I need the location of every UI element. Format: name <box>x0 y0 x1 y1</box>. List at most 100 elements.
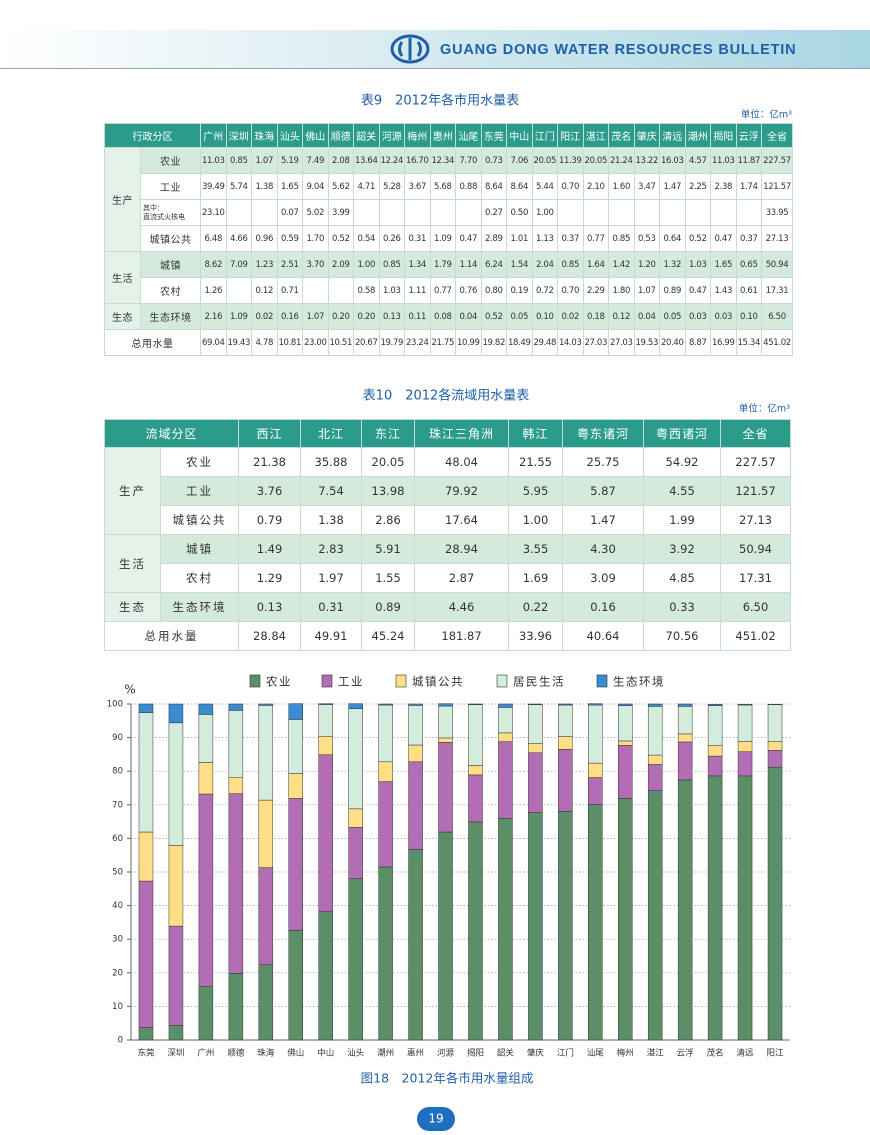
value-cell: 45.24 <box>361 621 416 651</box>
bar-segment <box>618 745 633 799</box>
header-cell: 东江 <box>361 419 416 448</box>
y-axis-label: % <box>124 683 135 697</box>
value-cell: 0.04 <box>455 303 482 330</box>
value-cell: 1.07 <box>633 277 660 304</box>
value-cell: 2.29 <box>582 277 609 304</box>
row-label-text: 农业 <box>186 455 213 469</box>
bar-segment <box>348 808 363 828</box>
x-tick-label: 潮州 <box>377 1048 394 1059</box>
value-cell: 50.94 <box>761 251 793 278</box>
bar-segment <box>528 743 543 753</box>
value: 0.18 <box>586 311 605 322</box>
bar-segment <box>498 707 513 734</box>
value-cell: 13.64 <box>353 147 380 174</box>
value-cell: 1.23 <box>251 251 278 278</box>
value: 5.62 <box>331 181 350 192</box>
value-cell: 0.54 <box>353 225 380 252</box>
bar-segment <box>378 761 393 782</box>
value-cell: 1.07 <box>251 147 278 174</box>
value: 0.58 <box>357 285 376 296</box>
value-cell: 3.70 <box>302 251 329 278</box>
value: 11.03 <box>201 155 225 166</box>
bar-segment <box>677 779 693 1041</box>
value-cell: 1.97 <box>300 563 363 593</box>
bar-segment <box>618 740 633 746</box>
value: 4.30 <box>590 542 616 556</box>
value-cell: 23.00 <box>302 329 329 356</box>
bar-segment <box>288 719 303 774</box>
bar-segment <box>707 704 723 706</box>
bar-segment <box>258 867 274 965</box>
value: 0.72 <box>535 285 554 296</box>
value-cell: 15.34 <box>735 329 762 356</box>
value-cell: 2.86 <box>361 505 416 535</box>
value: 0.20 <box>357 311 376 322</box>
value: 0.70 <box>561 285 580 296</box>
row-label: 农业 <box>140 147 201 174</box>
value: 3.99 <box>331 207 350 218</box>
bar-segment <box>138 703 154 713</box>
data-row: 生态 生态环境 2.16 1.09 0.02 0.16 1.07 0.20 0.20 0.13 0.… <box>104 303 793 330</box>
value: 1.07 <box>306 311 325 322</box>
value-cell: 451.02 <box>761 329 793 356</box>
value-cell: 227.57 <box>720 447 792 477</box>
value: 23.10 <box>201 207 225 218</box>
header-cell: 湛江 <box>582 123 609 148</box>
row-label-text: 城镇 <box>160 261 181 272</box>
data-row: 生产 农业 21.38 35.88 20.05 48.04 21.55 25.75 54.92 2… <box>104 447 792 535</box>
bar-segment <box>647 703 663 707</box>
value: 5.44 <box>535 181 554 192</box>
value-cell: 0.96 <box>251 225 278 252</box>
value: 1.00 <box>535 207 554 218</box>
value: 1.49 <box>256 542 283 556</box>
value: 5.74 <box>229 181 248 192</box>
value-cell: 0.33 <box>643 592 722 622</box>
value: 5.95 <box>522 484 549 498</box>
bar-segment <box>588 804 603 1041</box>
value-cell: 6.24 <box>480 251 507 278</box>
value-cell: 21.24 <box>608 147 635 174</box>
value: 0.22 <box>522 600 549 614</box>
value-cell: 0.03 <box>710 303 737 330</box>
value-cell: 0.88 <box>455 173 482 200</box>
value-cell: 40.64 <box>562 621 645 651</box>
value: 0.47 <box>714 233 733 244</box>
x-tick-label: 梅州 <box>617 1048 634 1059</box>
value-cell: 21.38 <box>238 447 302 477</box>
row-label: 农村 <box>159 563 240 593</box>
value-cell: 16.99 <box>710 329 737 356</box>
value: 0.13 <box>256 600 283 614</box>
value: 0.64 <box>663 233 682 244</box>
value: 0.27 <box>484 207 503 218</box>
row-label: 农村 <box>140 277 201 304</box>
header-cell: 汕头 <box>276 123 303 148</box>
value: 1.64 <box>586 259 605 270</box>
value-cell: 1.29 <box>238 563 302 593</box>
value-cell: 0.20 <box>353 303 380 330</box>
chart: % 0 10 20 30 40 50 60 70 80 90 100 东莞 深圳 广州 顺德 珠海 佛山 中山 汕头 潮… <box>107 675 790 1059</box>
bar-segment <box>498 732 513 742</box>
value: 21.38 <box>253 455 286 469</box>
header-cell: 韶关 <box>353 123 380 148</box>
x-tick-label: 湛江 <box>647 1049 665 1059</box>
value-cell: 1.74 <box>735 173 762 200</box>
bar-segment <box>737 704 753 706</box>
value: 0.47 <box>688 285 707 296</box>
value-cell: 1.09 <box>429 225 456 252</box>
bar-segment <box>378 781 393 868</box>
x-tick-label: 阳江 <box>767 1049 785 1059</box>
bar-segment <box>707 775 723 1041</box>
header-cell: 汕尾 <box>455 123 482 148</box>
bar-segment <box>288 930 303 1041</box>
bar-segment <box>468 821 483 1041</box>
value-cell: 1.65 <box>276 173 303 200</box>
bar-segment <box>498 741 513 819</box>
bar-segment <box>588 704 603 764</box>
bar-segment <box>498 817 513 1041</box>
row-label: 工业 <box>140 173 201 200</box>
value-cell: 0.85 <box>557 251 584 278</box>
value: 0.19 <box>510 285 529 296</box>
row-label: 城镇公共 <box>159 505 240 535</box>
value-cell: 69.04 <box>200 329 227 356</box>
